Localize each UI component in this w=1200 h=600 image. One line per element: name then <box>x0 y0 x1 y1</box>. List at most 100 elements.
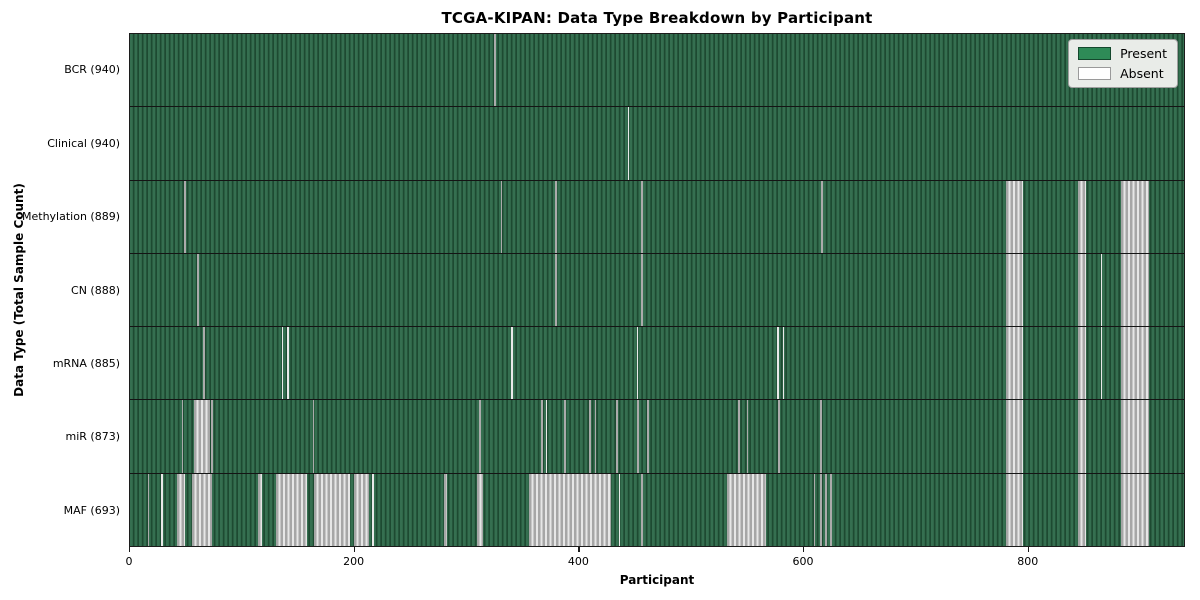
absent-segment-cn <box>1100 253 1103 327</box>
absent-segment-maf <box>830 473 833 546</box>
absent-segment-mir <box>594 400 597 473</box>
absent-segment-mir <box>194 400 210 473</box>
legend-entry-present: Present <box>1078 47 1167 60</box>
absent-segment-maf <box>177 473 186 546</box>
absent-segment-mir <box>564 400 566 473</box>
row-maf <box>130 473 1184 546</box>
chart-title: TCGA-KIPAN: Data Type Breakdown by Parti… <box>441 9 873 27</box>
x-tick-mark-400 <box>578 547 580 552</box>
y-tick-label-mir: miR (873) <box>65 430 121 444</box>
absent-segment-maf <box>276 473 307 546</box>
absent-segment-mir <box>541 400 544 473</box>
x-tick-mark-800 <box>1027 547 1030 552</box>
x-axis-title: Participant <box>619 573 695 587</box>
legend-entry-absent: Absent <box>1078 67 1167 80</box>
row-clinical <box>130 107 1184 181</box>
x-tick-mark-600 <box>803 547 805 552</box>
x-tick-label-200: 200 <box>343 555 365 568</box>
x-tick-label-400: 400 <box>567 555 589 568</box>
absent-segment-methylation <box>500 180 503 253</box>
absent-segment-mir <box>479 400 482 473</box>
absent-segment-maf <box>160 473 163 546</box>
absent-segment-mrna <box>287 327 289 400</box>
absent-segment-methylation <box>1078 180 1086 253</box>
absent-segment-maf <box>314 473 351 546</box>
absent-segment-maf <box>618 473 621 546</box>
absent-segment-methylation <box>1006 180 1024 253</box>
absent-segment-cn <box>197 253 200 327</box>
x-tick-label-600: 600 <box>792 555 814 568</box>
row-mir <box>130 400 1184 474</box>
absent-segment-mir <box>1078 400 1086 473</box>
absent-segment-cn <box>1120 253 1149 327</box>
absent-segment-maf <box>353 473 369 546</box>
absent-segment-mrna <box>782 327 785 400</box>
absent-segment-mir <box>746 400 749 473</box>
legend-label-absent: Absent <box>1120 66 1164 81</box>
absent-segment-mir <box>588 400 591 473</box>
x-tick-mark-0 <box>129 547 131 552</box>
absent-segment-maf <box>372 473 374 546</box>
absent-segment-methylation <box>554 180 557 253</box>
x-tick-mark-200 <box>353 547 356 552</box>
absent-segment-methylation <box>820 180 824 253</box>
absent-segment-mir <box>211 400 214 473</box>
y-tick-label-cn: CN (888) <box>71 283 120 297</box>
absent-segment-maf <box>820 473 822 546</box>
absent-segment-mrna <box>510 327 513 400</box>
absent-segment-maf <box>147 473 150 546</box>
absent-segment-methylation <box>1120 180 1149 253</box>
absent-segment-maf <box>1120 473 1149 546</box>
absent-segment-cn <box>641 253 643 327</box>
absent-segment-mir <box>738 400 740 473</box>
absent-segment-mrna <box>1120 327 1149 400</box>
absent-segment-mir <box>820 400 822 473</box>
absent-segment-mrna <box>1078 327 1086 400</box>
y-tick-label-bcr: BCR (940) <box>64 63 120 77</box>
y-tick-label-methylation: Methylation (889) <box>22 210 120 224</box>
absent-segment-mrna <box>281 327 284 400</box>
absent-segment-cn <box>554 253 557 327</box>
absent-segment-mrna <box>1006 327 1024 400</box>
row-cn <box>130 253 1184 328</box>
absent-segment-mrna <box>777 327 779 400</box>
absent-segment-maf <box>726 473 766 546</box>
absent-segment-cn <box>1078 253 1086 327</box>
plot-area: Present Absent <box>129 33 1185 547</box>
absent-segment-maf <box>443 473 448 546</box>
absent-segment-mir <box>778 400 780 473</box>
absent-segment-mir <box>1120 400 1149 473</box>
row-bcr <box>130 34 1184 108</box>
absent-segment-mrna <box>636 327 639 400</box>
absent-segment-cn <box>1006 253 1024 327</box>
legend: Present Absent <box>1068 39 1178 88</box>
absent-segment-maf <box>813 473 816 546</box>
absent-segment-maf <box>1078 473 1086 546</box>
legend-swatch-absent <box>1078 67 1112 80</box>
row-mrna <box>130 327 1184 401</box>
absent-segment-maf <box>191 473 212 546</box>
row-methylation <box>130 180 1184 254</box>
y-tick-label-clinical: Clinical (940) <box>47 136 120 150</box>
absent-segment-mir <box>647 400 649 473</box>
x-tick-label-0: 0 <box>125 555 133 568</box>
y-tick-label-maf: MAF (693) <box>63 503 120 517</box>
absent-segment-bcr <box>493 34 496 107</box>
absent-segment-maf <box>528 473 612 546</box>
absent-segment-maf <box>825 473 828 546</box>
absent-segment-mir <box>545 400 548 473</box>
absent-segment-methylation <box>641 180 643 253</box>
absent-segment-maf <box>477 473 483 546</box>
legend-swatch-present <box>1078 47 1112 60</box>
absent-segment-mir <box>181 400 184 473</box>
absent-segment-mir <box>312 400 315 473</box>
absent-segment-mrna <box>203 327 205 400</box>
absent-segment-mrna <box>1100 327 1103 400</box>
x-tick-label-800: 800 <box>1017 555 1039 568</box>
legend-label-present: Present <box>1120 46 1167 61</box>
absent-segment-mir <box>615 400 618 473</box>
absent-segment-clinical <box>627 107 630 180</box>
absent-segment-maf <box>1006 473 1024 546</box>
absent-segment-maf <box>640 473 643 546</box>
